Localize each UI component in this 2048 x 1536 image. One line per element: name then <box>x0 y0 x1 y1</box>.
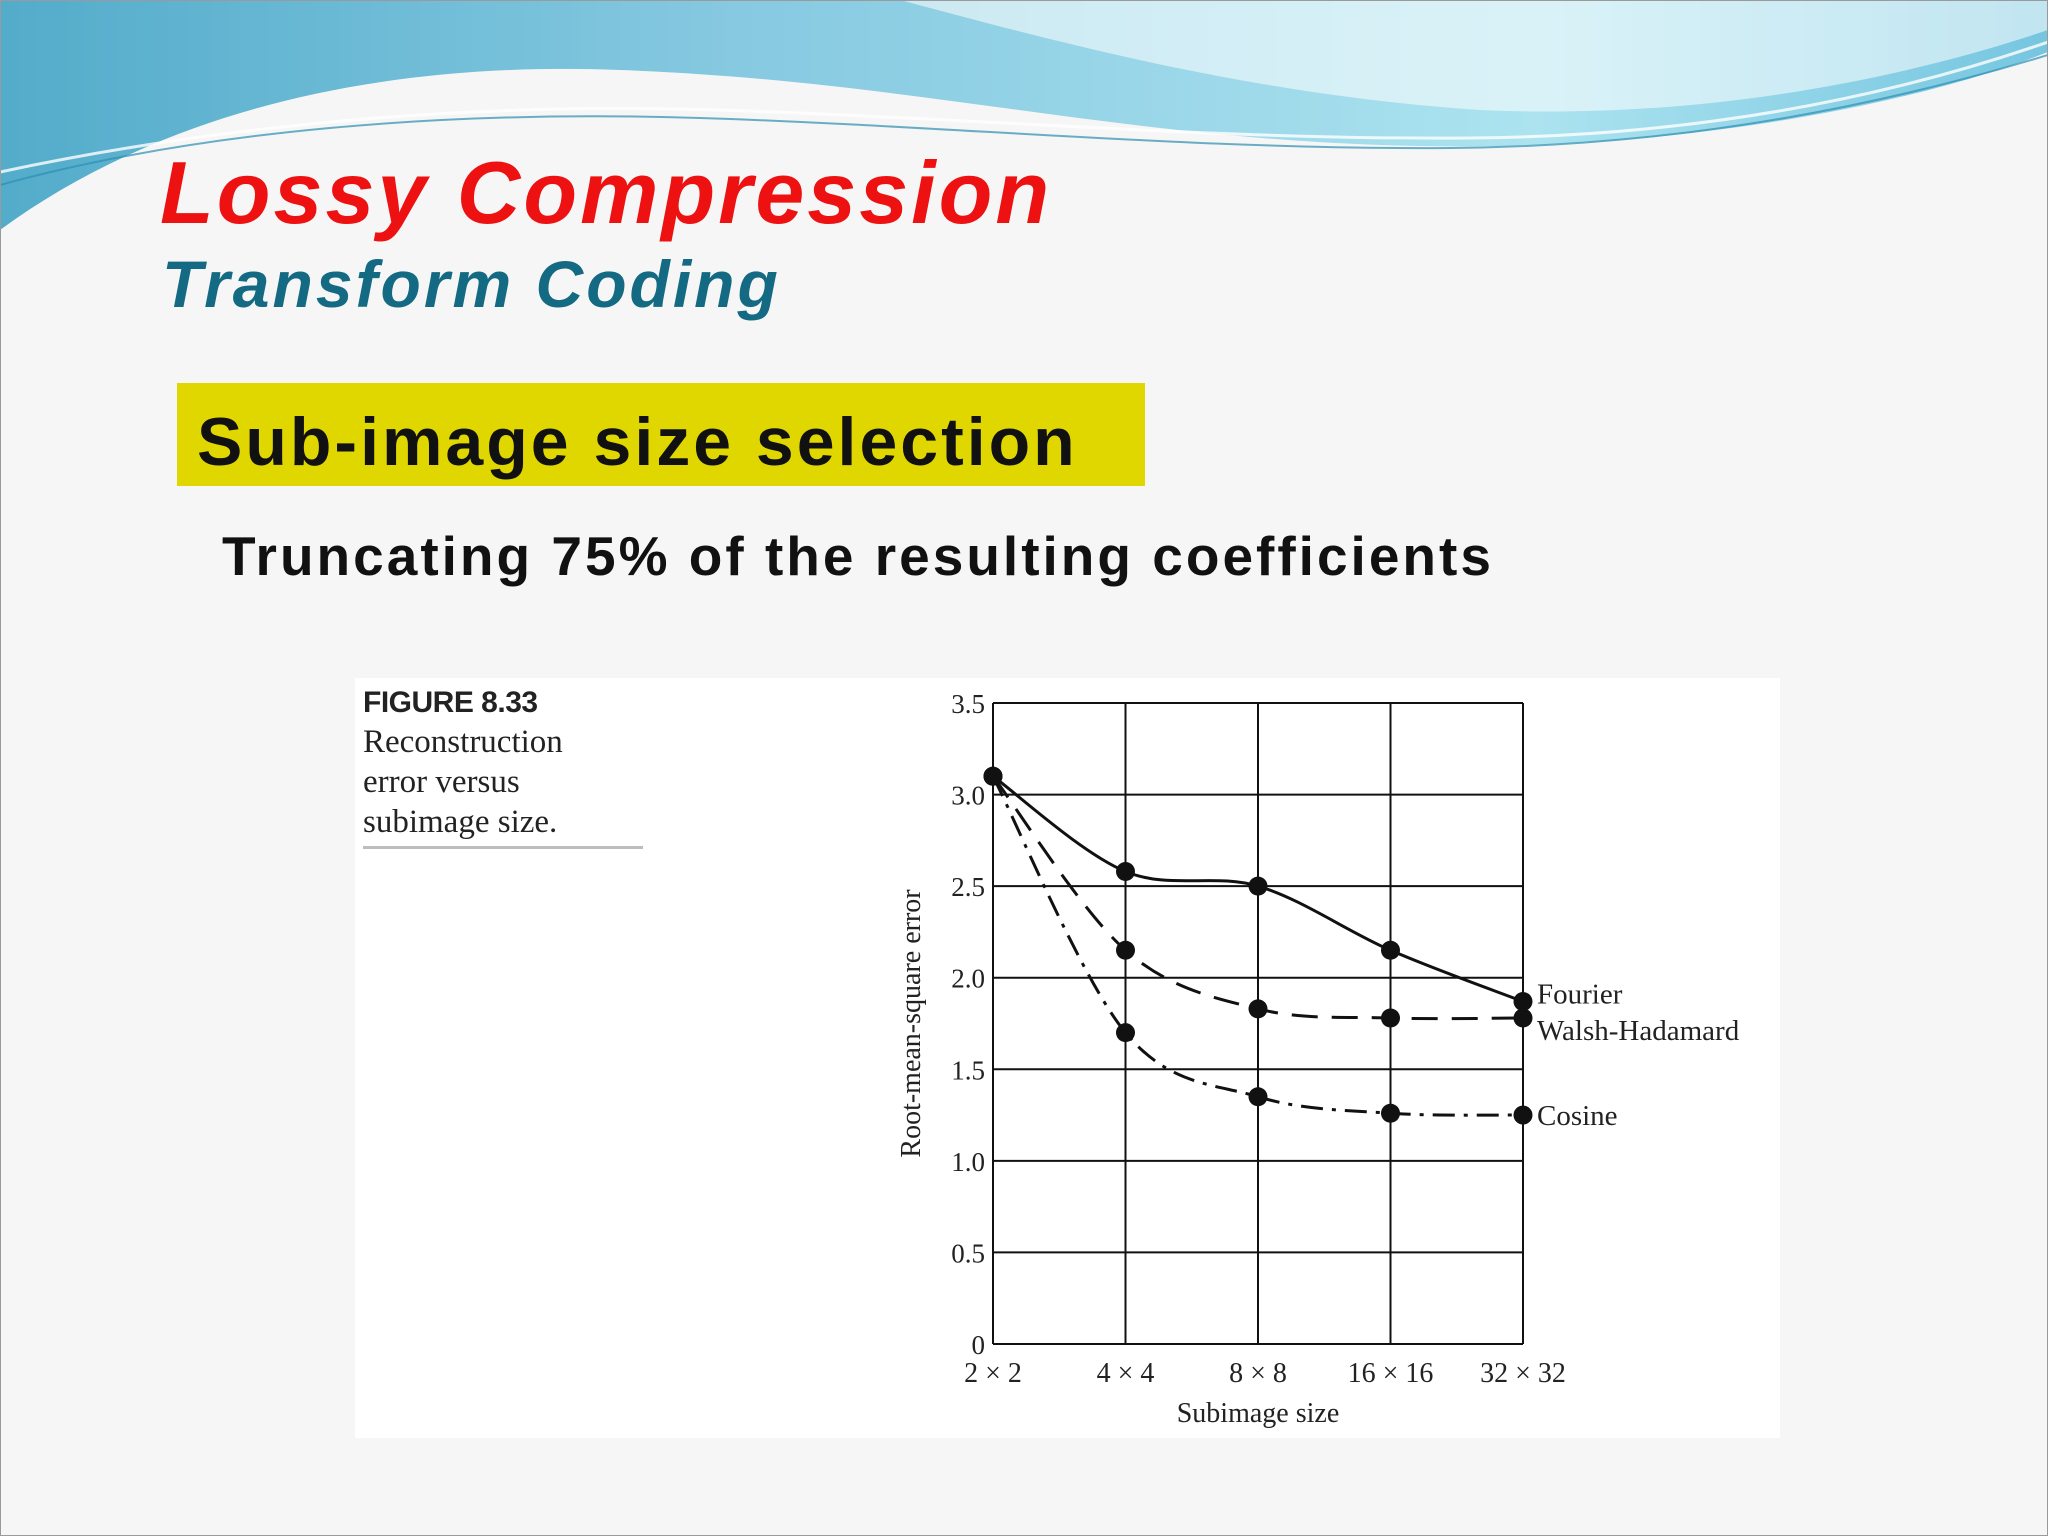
data-point <box>1248 876 1268 896</box>
data-point <box>1381 940 1400 960</box>
caption-divider <box>363 846 643 849</box>
data-point <box>1381 1008 1400 1028</box>
x-tick-label: 2 × 2 <box>964 1358 1022 1389</box>
header-wave-line <box>0 54 2048 186</box>
bullet-text: Truncating 75% of the resulting coeffici… <box>222 525 1494 587</box>
data-point <box>1513 992 1533 1012</box>
figure-caption: FIGURE 8.33 Reconstruction error versus … <box>363 686 653 842</box>
series-label: Cosine <box>1537 1100 1618 1132</box>
slide-title: Lossy Compression <box>160 143 1053 242</box>
data-point <box>1381 1103 1400 1123</box>
y-tick-label: 3.5 <box>951 689 985 719</box>
series-label: Fourier <box>1537 979 1623 1011</box>
data-point <box>1513 1105 1533 1125</box>
series-line <box>991 775 1524 1117</box>
x-tick-label: 32 × 32 <box>1480 1358 1566 1389</box>
y-tick-label: 1.0 <box>951 1147 985 1177</box>
y-axis-label: Root-mean-square error <box>896 889 927 1158</box>
rmse-line-chart: 0 0.5 1.0 1.5 2.0 2.5 3.0 3.5 2 × 2 4 × 4 8 × 8 16 … <box>896 689 1740 1429</box>
data-point <box>1116 1023 1135 1043</box>
data-point <box>1248 999 1268 1019</box>
data-point <box>1116 861 1135 881</box>
caption-line: error versus <box>363 764 520 800</box>
x-tick-label: 8 × 8 <box>1229 1358 1287 1389</box>
data-point <box>1248 1087 1268 1107</box>
header-wave-line-2 <box>0 40 2048 174</box>
x-tick-label: 16 × 16 <box>1348 1358 1434 1389</box>
x-tick-label: 4 × 4 <box>1097 1358 1155 1389</box>
slide-subtitle: Transform Coding <box>162 247 781 321</box>
y-tick-label: 2.0 <box>951 964 985 994</box>
figure-panel: FIGURE 8.33 Reconstruction error versus … <box>355 678 1780 1438</box>
data-point <box>1116 940 1135 960</box>
data-point <box>1513 1008 1533 1028</box>
highlight-text: Sub-image size selection <box>197 404 1078 480</box>
caption-line: Reconstruction <box>363 724 563 760</box>
figure-label: FIGURE 8.33 <box>363 686 538 719</box>
header-wave-white <box>900 0 2048 112</box>
caption-line: subimage size. <box>363 804 558 840</box>
y-tick-label: 3.0 <box>951 781 985 811</box>
series-line <box>991 775 1524 1021</box>
y-tick-label: 1.5 <box>951 1055 985 1085</box>
y-tick-label: 0 <box>972 1330 986 1360</box>
y-tick-label: 0.5 <box>951 1238 985 1268</box>
data-point <box>983 766 1003 786</box>
highlight-box: Sub-image size selection <box>177 383 1145 486</box>
x-axis-label: Subimage size <box>1177 1398 1340 1429</box>
series-label: Walsh-Hadamard <box>1537 1015 1740 1047</box>
y-tick-label: 2.5 <box>951 872 985 902</box>
